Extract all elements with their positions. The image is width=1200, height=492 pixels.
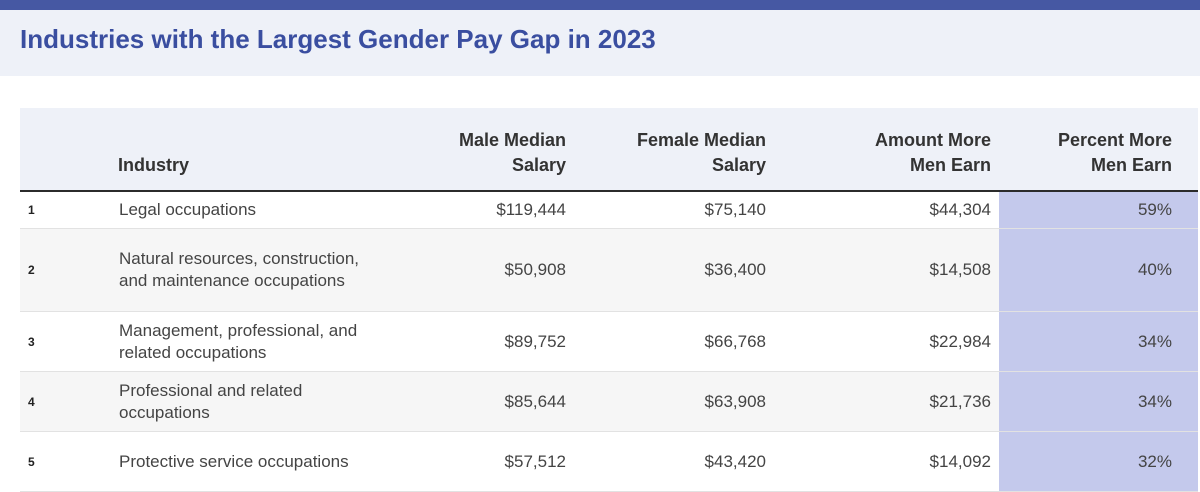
table-row: 5 Protective service occupations $57,512…	[20, 431, 1198, 492]
row-male-salary: $85,644	[396, 371, 574, 432]
row-amount-more: $14,508	[774, 228, 999, 312]
row-female-salary: $63,908	[574, 371, 774, 432]
row-rank: 5	[20, 431, 118, 492]
top-accent-bar	[0, 0, 1200, 10]
pay-gap-table-container: Industry Male Median Salary Female Media…	[20, 108, 1198, 492]
header-female-line1: Female Median	[636, 130, 766, 150]
header-male-line1: Male Median	[458, 130, 566, 150]
row-male-salary: $89,752	[396, 311, 574, 372]
table-row: 3 Management, professional, and related …	[20, 311, 1198, 372]
header-amount-line1: Amount More	[875, 130, 991, 150]
row-amount-more: $14,092	[774, 431, 999, 492]
row-rank: 4	[20, 371, 118, 432]
row-percent-more: 32%	[999, 431, 1198, 492]
pay-gap-table: Industry Male Median Salary Female Media…	[20, 108, 1198, 492]
header-male-line2: Salary	[511, 155, 566, 175]
title-header: Industries with the Largest Gender Pay G…	[0, 10, 1200, 76]
row-percent-more: 34%	[999, 311, 1198, 372]
row-percent-more: 34%	[999, 371, 1198, 432]
header-amount-line2: Men Earn	[909, 155, 991, 175]
header-industry: Industry	[118, 108, 396, 192]
row-amount-more: $22,984	[774, 311, 999, 372]
row-male-salary: $119,444	[396, 191, 574, 229]
row-rank: 3	[20, 311, 118, 372]
row-rank: 1	[20, 191, 118, 229]
row-industry: Protective service occupations	[118, 431, 396, 492]
header-female-median: Female Median Salary	[574, 108, 774, 192]
row-female-salary: $43,420	[574, 431, 774, 492]
row-rank: 2	[20, 228, 118, 312]
table-header-row: Industry Male Median Salary Female Media…	[20, 108, 1198, 192]
table-row: 2 Natural resources, construction, and m…	[20, 228, 1198, 312]
header-industry-line2: Industry	[118, 155, 190, 175]
header-female-line2: Salary	[711, 155, 766, 175]
row-industry: Natural resources, construction, and mai…	[118, 228, 396, 312]
page-title: Industries with the Largest Gender Pay G…	[20, 23, 656, 54]
header-male-median: Male Median Salary	[396, 108, 574, 192]
row-industry: Professional and related occupations	[118, 371, 396, 432]
row-percent-more: 59%	[999, 191, 1198, 229]
row-male-salary: $50,908	[396, 228, 574, 312]
table-row: 1 Legal occupations $119,444 $75,140 $44…	[20, 191, 1198, 229]
row-female-salary: $36,400	[574, 228, 774, 312]
row-amount-more: $44,304	[774, 191, 999, 229]
row-industry: Legal occupations	[118, 191, 396, 229]
row-amount-more: $21,736	[774, 371, 999, 432]
row-male-salary: $57,512	[396, 431, 574, 492]
header-amount-more: Amount More Men Earn	[774, 108, 999, 192]
header-percent-line2: Men Earn	[1090, 155, 1172, 175]
header-percent-more: Percent More Men Earn	[999, 108, 1198, 192]
table-row: 4 Professional and related occupations $…	[20, 371, 1198, 432]
header-percent-line1: Percent More	[1057, 130, 1172, 150]
row-female-salary: $75,140	[574, 191, 774, 229]
header-rank	[20, 108, 118, 192]
row-female-salary: $66,768	[574, 311, 774, 372]
row-percent-more: 40%	[999, 228, 1198, 312]
row-industry: Management, professional, and related oc…	[118, 311, 396, 372]
